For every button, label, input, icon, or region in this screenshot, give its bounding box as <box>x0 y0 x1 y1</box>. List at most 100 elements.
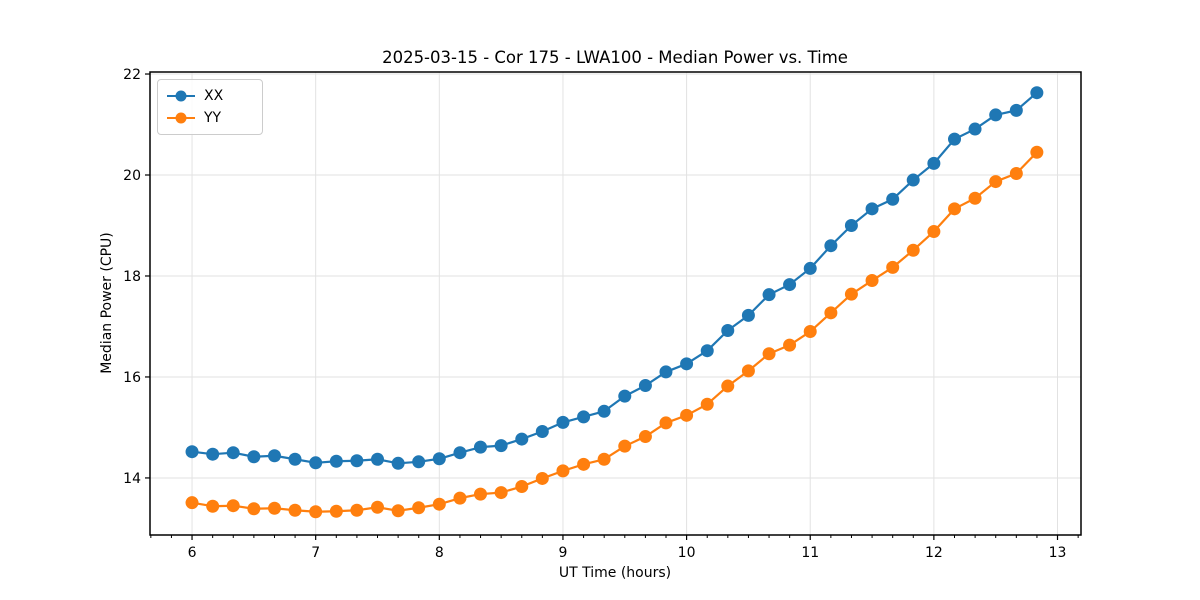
x-tick-label: 7 <box>311 545 320 561</box>
data-point <box>906 173 920 187</box>
legend-item-xx: XX <box>166 85 254 107</box>
data-point <box>370 500 384 514</box>
data-point <box>391 456 405 470</box>
data-point <box>329 454 343 468</box>
data-point <box>206 499 220 513</box>
data-point <box>556 415 570 429</box>
legend-item-yy: YY <box>166 107 254 129</box>
y-tick-label: 20 <box>123 168 141 184</box>
data-point <box>721 379 735 393</box>
data-point <box>700 344 714 358</box>
data-point <box>741 364 755 378</box>
data-point <box>865 274 879 288</box>
data-point <box>453 446 467 460</box>
data-point <box>391 504 405 518</box>
data-point <box>927 225 941 239</box>
data-point <box>412 501 426 515</box>
x-tick-label: 8 <box>435 545 444 561</box>
data-point <box>515 480 529 494</box>
data-point <box>680 357 694 371</box>
data-point <box>577 457 591 471</box>
data-point <box>494 439 508 453</box>
data-point <box>432 452 446 466</box>
data-point <box>473 440 487 454</box>
chart-title: 2025-03-15 - Cor 175 - LWA100 - Median P… <box>382 48 848 67</box>
data-point <box>473 487 487 501</box>
data-point <box>989 108 1003 122</box>
data-point <box>783 338 797 352</box>
data-point <box>906 243 920 257</box>
x-tick-label: 11 <box>801 545 819 561</box>
data-point <box>618 389 632 403</box>
legend-line-marker-yy-icon <box>167 112 195 124</box>
data-point <box>638 430 652 444</box>
data-point <box>659 365 673 379</box>
x-tick-label: 6 <box>188 545 197 561</box>
legend: XX YY <box>157 79 263 135</box>
data-point <box>865 202 879 216</box>
data-point <box>535 471 549 485</box>
data-point <box>783 278 797 292</box>
data-point <box>948 202 962 216</box>
data-point <box>1030 145 1044 159</box>
data-point <box>741 308 755 322</box>
data-point <box>844 287 858 301</box>
y-tick-label: 16 <box>123 370 141 386</box>
x-axis-label: UT Time (hours) <box>558 565 672 581</box>
y-tick-label: 14 <box>123 471 141 487</box>
series-xx <box>185 86 1044 470</box>
data-point <box>948 132 962 146</box>
axis-ticks: 6 7 8 9 10 11 12 13 14 16 18 20 22 <box>123 67 1079 561</box>
y-tick-label: 22 <box>123 67 141 83</box>
legend-label-yy: YY <box>204 110 222 126</box>
data-point <box>762 288 776 302</box>
data-point <box>638 379 652 393</box>
x-tick-label: 12 <box>925 545 943 561</box>
x-tick-label: 10 <box>678 545 696 561</box>
plot-frame <box>149 71 1082 536</box>
data-point <box>597 404 611 418</box>
data-point <box>618 439 632 453</box>
data-point <box>577 410 591 424</box>
data-point <box>556 464 570 478</box>
data-point <box>968 191 982 205</box>
data-point <box>968 122 982 136</box>
data-point <box>680 408 694 422</box>
data-point <box>247 450 261 464</box>
data-point <box>515 432 529 446</box>
data-point <box>370 452 384 466</box>
data-point <box>1009 166 1023 180</box>
data-point <box>206 447 220 461</box>
data-point <box>268 501 282 515</box>
data-point <box>329 504 343 518</box>
data-point <box>226 499 240 513</box>
data-point <box>659 416 673 430</box>
legend-line-marker-xx-icon <box>167 90 195 102</box>
data-point <box>432 497 446 511</box>
data-point <box>226 446 240 460</box>
data-point <box>803 325 817 339</box>
data-point <box>185 445 199 459</box>
data-point <box>803 261 817 275</box>
x-tick-label: 13 <box>1049 545 1067 561</box>
data-point <box>844 218 858 232</box>
data-point <box>597 452 611 466</box>
data-point <box>1030 86 1044 100</box>
data-point <box>1009 103 1023 117</box>
data-point <box>268 449 282 463</box>
data-point <box>989 175 1003 189</box>
data-point <box>309 456 323 470</box>
data-point <box>247 502 261 516</box>
data-point <box>288 503 302 517</box>
data-point <box>350 503 364 517</box>
data-point <box>824 306 838 320</box>
data-point <box>886 260 900 274</box>
x-tick-label: 9 <box>558 545 567 561</box>
series-yy <box>185 145 1044 519</box>
data-point <box>412 455 426 469</box>
data-point <box>309 505 323 519</box>
data-point <box>700 397 714 411</box>
data-point <box>721 324 735 338</box>
